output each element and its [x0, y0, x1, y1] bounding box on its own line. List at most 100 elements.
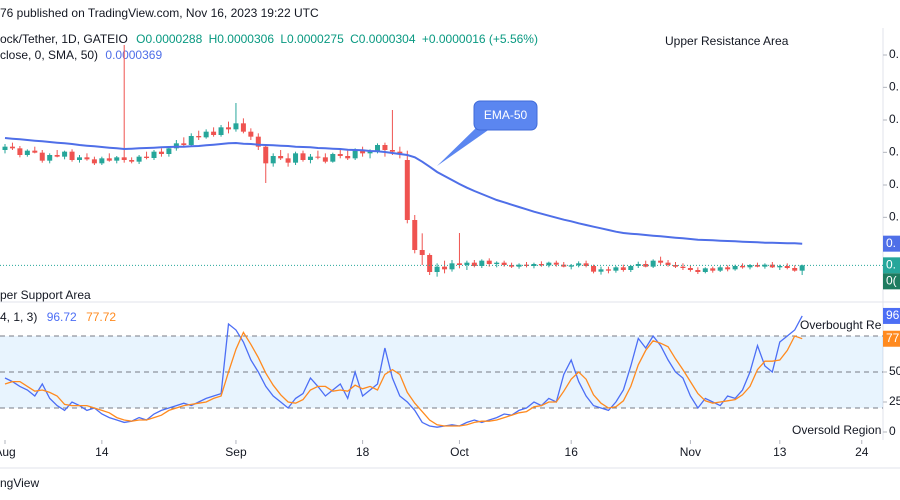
- callout-label: EMA-50: [484, 108, 528, 122]
- candle-body: [479, 260, 485, 266]
- candle-body: [635, 264, 641, 266]
- candle-body: [382, 145, 388, 150]
- callout-box: [473, 100, 538, 131]
- candle-body: [524, 264, 529, 266]
- candle-body: [427, 255, 433, 272]
- candle-body: [717, 267, 723, 271]
- candle-body: [412, 220, 418, 250]
- candle-body: [650, 260, 656, 267]
- candle-body: [121, 157, 127, 160]
- candle-body: [375, 145, 380, 152]
- candle-body: [114, 157, 120, 161]
- candle-body: [799, 265, 805, 271]
- candle-body: [226, 127, 231, 130]
- candle-body: [158, 151, 164, 154]
- candle-body: [32, 150, 38, 153]
- candle-body: [39, 152, 45, 161]
- candle-body: [106, 158, 112, 161]
- candle-body: [352, 150, 358, 159]
- value-badge: [883, 307, 900, 324]
- x-tick-label: Nov: [680, 445, 701, 459]
- candle-body: [501, 262, 507, 265]
- series-line: [4, 331, 803, 427]
- candle-body: [658, 260, 664, 263]
- candle-body: [486, 260, 492, 264]
- candle-body: [166, 148, 172, 154]
- candle-body: [628, 266, 634, 270]
- ohlc-label: L: [280, 32, 287, 46]
- y-tick-label: 0: [889, 424, 896, 438]
- candle-body: [509, 265, 515, 267]
- candle-body: [47, 155, 53, 161]
- candle-body: [561, 264, 567, 267]
- candle-body: [397, 151, 403, 154]
- candle-body: [136, 156, 142, 162]
- candle-body: [129, 160, 135, 162]
- x-tick-label: 16: [565, 445, 579, 459]
- candle-body: [754, 265, 760, 267]
- x-tick-label: 13: [773, 445, 787, 459]
- candle-body: [531, 264, 537, 266]
- x-tick-label: Oct: [450, 445, 469, 459]
- y-tick-label: 0.: [889, 112, 899, 126]
- candle-body: [538, 264, 544, 266]
- x-tick-label: 18: [356, 445, 370, 459]
- candle-body: [576, 263, 582, 266]
- candle-body: [419, 250, 425, 255]
- candle-body: [404, 160, 410, 220]
- candle-body: [687, 268, 693, 270]
- candle-body: [300, 153, 306, 160]
- candle-body: [613, 267, 619, 271]
- y-tick-label: 0.: [889, 210, 899, 224]
- ema-params: close, 0, SMA, 50): [0, 48, 98, 62]
- overbought-label: Overbought Re: [800, 318, 882, 332]
- x-tick-label: Sep: [225, 445, 247, 459]
- value-badge-label: 96: [886, 308, 900, 322]
- value-badge-label: 77: [886, 331, 900, 345]
- value-badge: [883, 330, 900, 347]
- candle-body: [54, 155, 60, 157]
- candle-body: [17, 148, 23, 155]
- candle-body: [91, 159, 97, 164]
- support-label: per Support Area: [0, 288, 91, 302]
- candle-body: [181, 143, 187, 145]
- candle-body: [188, 136, 194, 145]
- candle-body: [725, 267, 731, 270]
- candle-body: [464, 262, 470, 265]
- candle-body: [449, 263, 455, 270]
- ema-badge-label: 0.: [886, 236, 896, 250]
- symbol: ock/Tether, 1D, GATEIO: [0, 32, 128, 46]
- change: +0.0000016 (+5.56%): [422, 32, 538, 46]
- candle-body: [434, 266, 440, 272]
- stoch-legend: 4, 1, 3) 96.72 77.72: [0, 310, 116, 324]
- candle-body: [322, 157, 328, 162]
- y-tick-label: 50: [889, 364, 900, 378]
- oversold-label: Oversold Region: [792, 423, 881, 437]
- candle-body: [330, 154, 336, 162]
- resistance-label: Upper Resistance Area: [665, 34, 789, 48]
- candle-body: [695, 270, 701, 272]
- y-tick-label: 0.: [889, 177, 899, 191]
- candle-body: [307, 156, 313, 160]
- ohlc-value: 0.0000288: [146, 32, 203, 46]
- candle-body: [69, 151, 75, 160]
- candle-body: [769, 264, 775, 268]
- ohlc-label: O: [136, 32, 145, 46]
- candle-body: [494, 262, 500, 264]
- candle-body: [203, 131, 209, 138]
- ema-value: 0.0000369: [105, 48, 162, 62]
- candle-body: [255, 136, 261, 147]
- y-tick-label: 0.: [889, 80, 899, 94]
- symbol-legend: ock/Tether, 1D, GATEIO O0.0000288 H0.000…: [0, 32, 538, 46]
- candle-body: [546, 262, 552, 266]
- candle-body: [196, 136, 202, 138]
- candle-body: [99, 158, 105, 164]
- callout-pointer: [437, 126, 494, 166]
- candle-body: [389, 150, 395, 152]
- countdown-label: 0(: [886, 274, 897, 288]
- candle-body: [84, 157, 90, 160]
- candle-body: [151, 151, 157, 158]
- candle-body: [456, 263, 462, 265]
